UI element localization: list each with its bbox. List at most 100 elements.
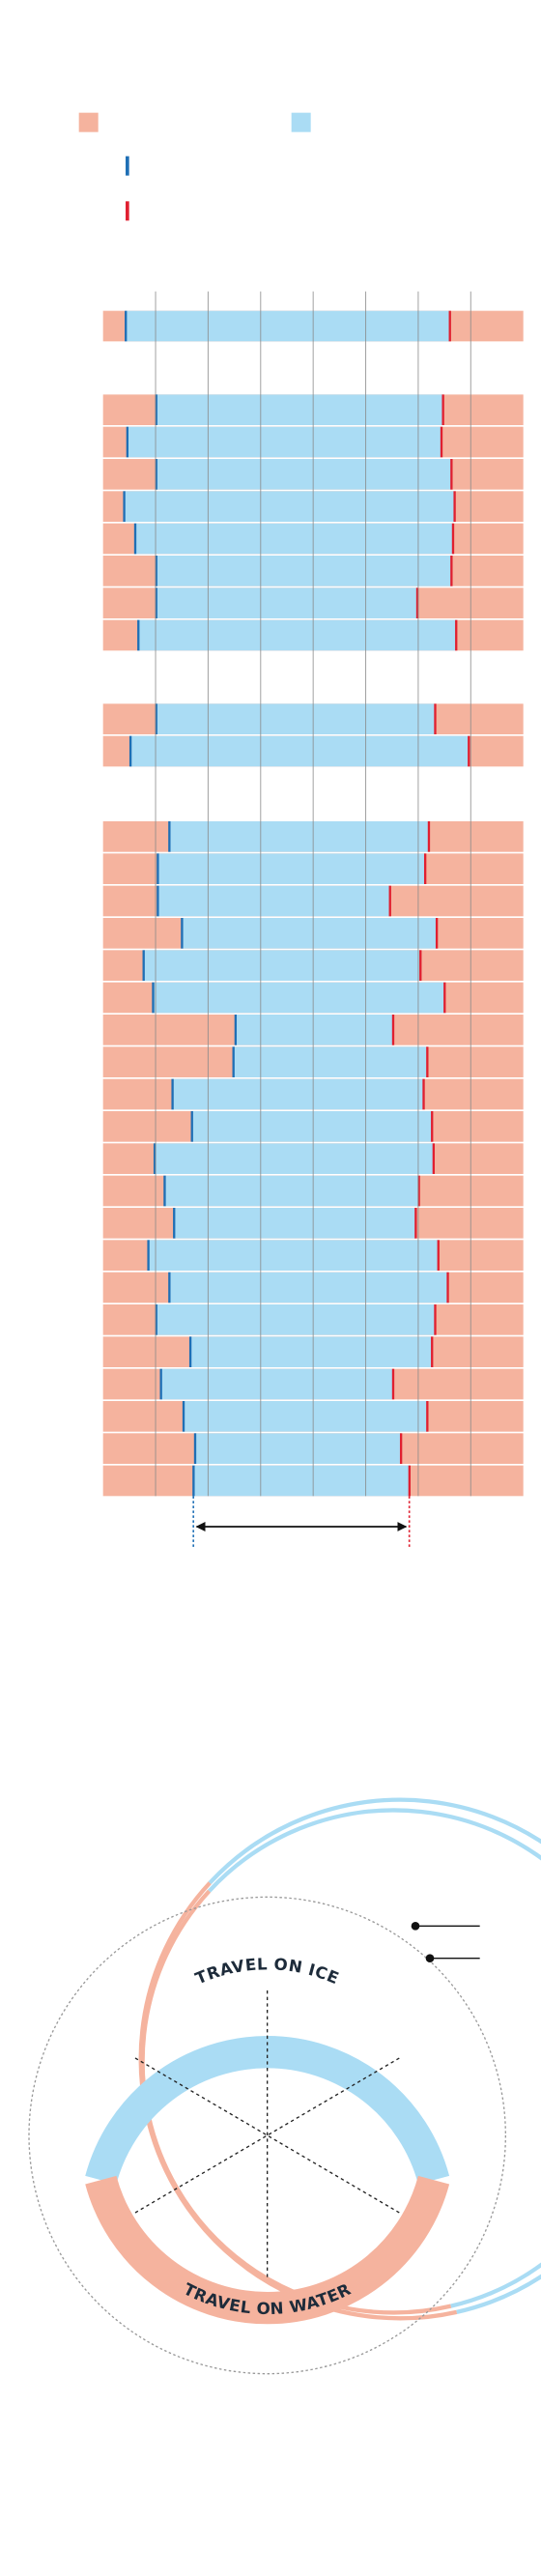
freeze-mark	[181, 918, 184, 949]
freeze-mark	[133, 523, 137, 555]
freeze-mark	[155, 587, 157, 618]
dotted-circle	[28, 1896, 506, 2375]
freeze-mark	[157, 853, 159, 884]
ice-bar	[156, 703, 436, 734]
freeze-mark	[232, 1046, 235, 1077]
ice-bar	[156, 556, 452, 587]
freeze-mark	[147, 1240, 150, 1271]
bracket	[192, 1496, 411, 1550]
freeze-mark	[157, 885, 159, 917]
spokes	[134, 1990, 400, 2281]
freeze-mark	[234, 1015, 238, 1045]
ice-bar	[164, 1175, 419, 1207]
freeze-mark	[126, 426, 129, 458]
ice-bar	[127, 426, 441, 458]
freeze-mark	[168, 1272, 171, 1303]
ice-bar	[191, 1111, 433, 1142]
ice-bar	[129, 735, 470, 767]
freeze-mark	[125, 310, 128, 342]
freeze-mark	[193, 1433, 197, 1464]
ice-bar	[169, 1272, 448, 1303]
freeze-mark	[190, 1111, 193, 1142]
ice-bar	[126, 310, 450, 342]
legend-end-mark	[126, 201, 129, 221]
thaw-mark	[437, 1240, 440, 1271]
ice-band	[85, 2036, 450, 2185]
ice-bar	[183, 1401, 428, 1432]
ice-bar	[138, 619, 457, 651]
thaw-mark	[417, 1175, 420, 1207]
ice-bar	[169, 821, 429, 852]
thaw-mark	[408, 1465, 412, 1497]
ice-bar	[156, 394, 443, 426]
thaw-mark	[446, 1272, 449, 1303]
ice-bar	[194, 1433, 401, 1464]
freeze-mark	[192, 1465, 195, 1497]
thaw-mark	[434, 1304, 437, 1335]
legend-swatch-ice	[291, 112, 311, 132]
freeze-mark	[155, 703, 157, 734]
thaw-mark	[432, 1143, 436, 1174]
ice-bar	[233, 1046, 428, 1077]
ice-bar	[160, 1368, 393, 1400]
ice-bar	[157, 853, 425, 884]
thaw-mark	[391, 1368, 395, 1400]
freeze-mark	[163, 1175, 166, 1207]
freeze-mark	[123, 491, 126, 522]
thaw-mark	[427, 821, 431, 852]
water-band	[85, 2175, 450, 2325]
cycle-diagram: TRAVEL ON ICE TRAVEL ON WATER	[28, 1797, 541, 2375]
thaw-mark	[441, 394, 444, 426]
ice-bar	[157, 885, 390, 917]
thaw-mark	[423, 853, 427, 884]
thaw-mark	[414, 1208, 417, 1239]
thaw-mark	[468, 735, 470, 767]
freeze-mark	[137, 619, 140, 651]
thaw-mark	[426, 1046, 429, 1077]
ice-bar	[156, 587, 417, 618]
thaw-mark	[415, 587, 419, 618]
freeze-mark	[182, 1401, 185, 1432]
ice-bar	[193, 1465, 410, 1497]
freeze-mark	[142, 950, 145, 981]
freeze-mark	[155, 1304, 157, 1335]
thaw-mark	[426, 1401, 429, 1432]
thaw-mark	[399, 1433, 403, 1464]
freeze-mark	[153, 1143, 157, 1174]
thaw-mark	[434, 703, 437, 734]
outer-ring-water	[138, 1881, 458, 2321]
ice-bar	[134, 523, 453, 555]
thaw-mark	[388, 885, 391, 917]
thaw-mark	[435, 918, 439, 949]
thaw-mark	[422, 1078, 425, 1110]
freeze-mark	[188, 1336, 192, 1367]
ice-bar	[156, 459, 452, 490]
thaw-mark	[450, 459, 453, 490]
thaw-mark	[419, 950, 422, 981]
ice-bar	[154, 1143, 434, 1174]
ice-bar	[189, 1336, 433, 1367]
freeze-mark	[168, 821, 171, 852]
ice-bar	[156, 1304, 436, 1335]
ice-bar	[174, 1208, 416, 1239]
freeze-mark	[171, 1078, 174, 1110]
thaw-mark	[455, 619, 458, 651]
freeze-mark	[155, 459, 157, 490]
ice-bar	[124, 491, 455, 522]
ice-bar	[143, 950, 421, 981]
freeze-mark	[152, 982, 155, 1014]
grid	[155, 291, 471, 1497]
thaw-mark	[431, 1111, 434, 1142]
outer-ring-ice	[207, 1808, 541, 2308]
ice-label-path: TRAVEL ON ICE	[193, 1955, 342, 1988]
freeze-mark	[155, 394, 157, 426]
thaw-mark	[440, 426, 443, 458]
thaw-mark	[391, 1015, 395, 1045]
ice-bar	[148, 1240, 439, 1271]
thaw-mark	[453, 491, 456, 522]
thaw-mark	[448, 310, 451, 342]
thaw-mark	[451, 523, 455, 555]
outer-ring-ice	[208, 1797, 541, 2314]
